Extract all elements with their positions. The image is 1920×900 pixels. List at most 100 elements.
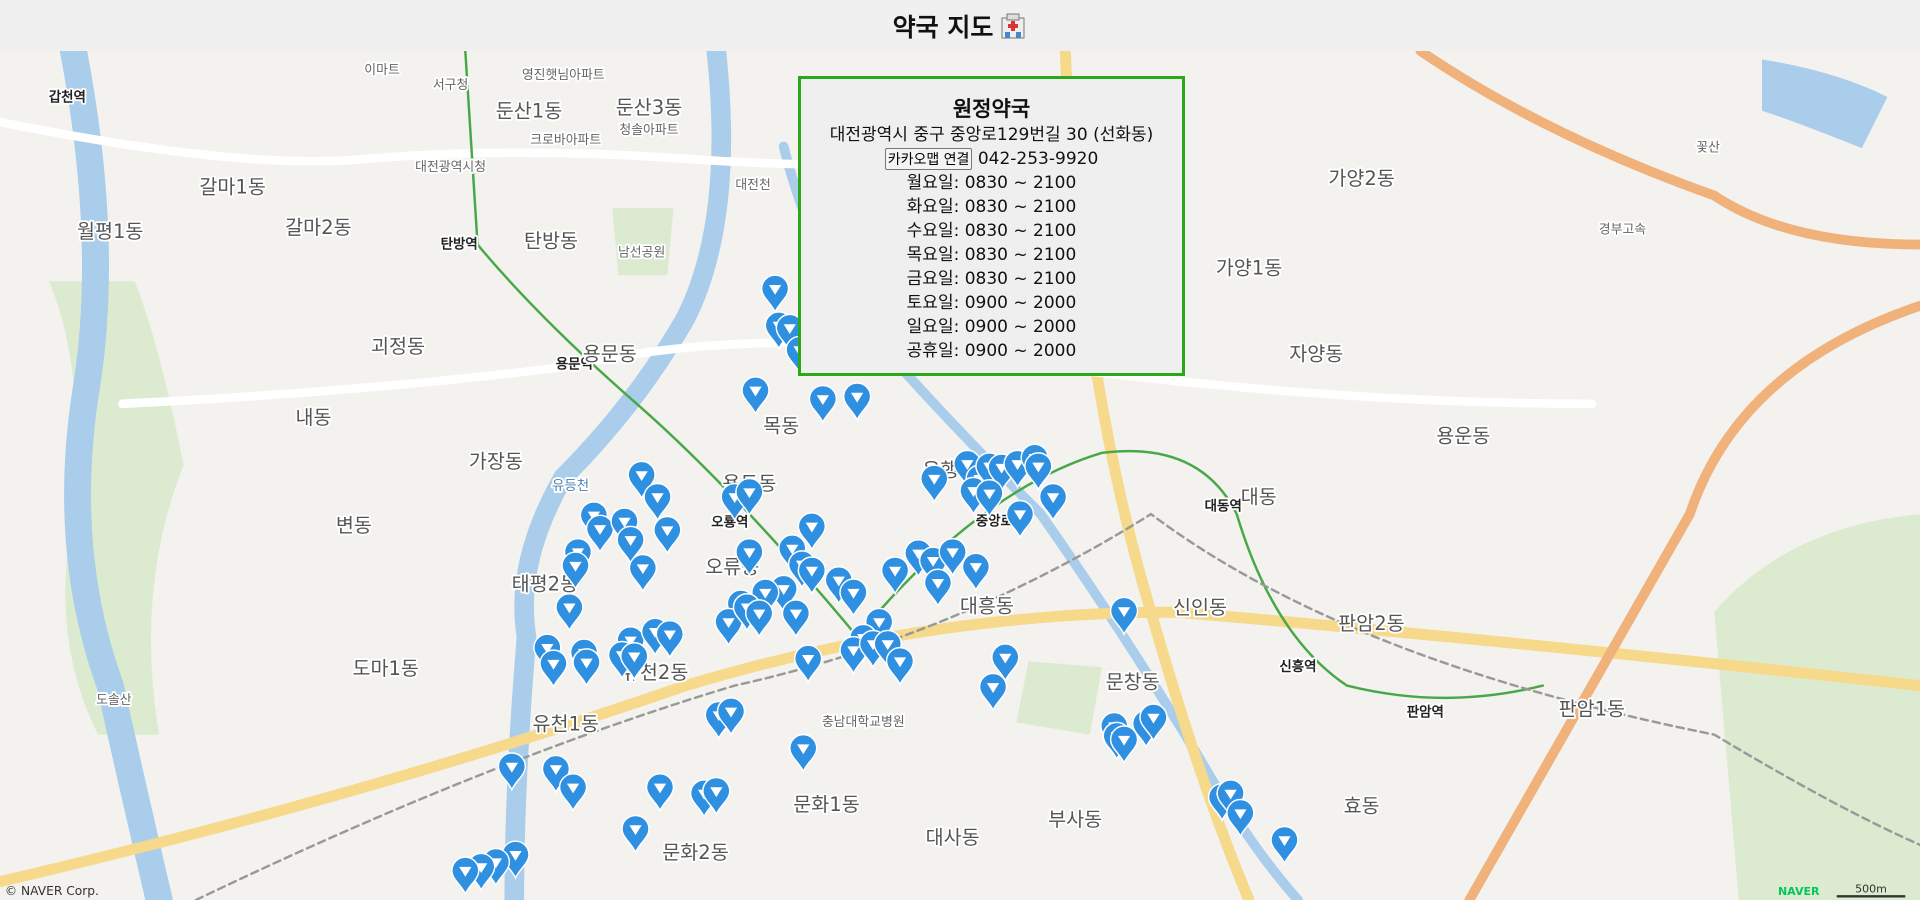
place-label: 대전광역시청 (415, 160, 486, 175)
hours-line: 일요일: 0900 ~ 2000 (906, 317, 1077, 337)
place-label: 갑천역 (49, 89, 86, 106)
marker-glyph (1013, 510, 1027, 521)
marker-glyph (509, 850, 522, 861)
place-label: 목동 (763, 415, 799, 438)
pharmacy-marker[interactable] (735, 537, 764, 578)
place-label: 갈마2동 (285, 216, 351, 239)
pharmacy-marker[interactable] (585, 514, 615, 554)
marker-glyph (547, 659, 560, 670)
pharmacy-marker[interactable] (1109, 725, 1139, 765)
place-label: 남선공원 (618, 246, 665, 261)
pharmacy-marker[interactable] (797, 512, 827, 552)
pharmacy-marker[interactable] (975, 479, 1004, 519)
pharmacy-marker[interactable] (1270, 825, 1299, 866)
pharmacy-marker[interactable] (655, 619, 685, 660)
place-label: 도마1동 (352, 657, 418, 680)
pharmacy-marker[interactable] (808, 384, 838, 425)
pharmacy-marker[interactable] (885, 646, 915, 687)
marker-glyph (1147, 713, 1160, 724)
naver-logo: NAVER (1778, 885, 1820, 898)
place-label: 신인동 (1173, 596, 1227, 619)
pharmacy-marker[interactable] (539, 649, 568, 689)
pharmacy-marker[interactable] (923, 568, 953, 608)
place-label: 판암1동 (1559, 698, 1625, 721)
place-label: 변동 (336, 514, 372, 537)
marker-glyph (888, 566, 902, 577)
pharmacy-marker[interactable] (653, 515, 682, 556)
marker-glyph (753, 609, 766, 620)
pharmacy-marker[interactable] (938, 537, 967, 578)
pharmacy-marker[interactable] (880, 556, 910, 596)
attribution: © NAVER Corp. (5, 884, 99, 898)
pharmacy-marker[interactable] (920, 464, 949, 504)
pharmacy-marker[interactable] (621, 814, 650, 855)
pharmacy-marker[interactable] (572, 648, 601, 688)
marker-glyph (802, 654, 815, 665)
pharmacy-marker[interactable] (1109, 596, 1139, 637)
pharmacy-marker[interactable] (555, 592, 584, 633)
pharmacy-marker[interactable] (744, 599, 774, 639)
pharmacy-marker[interactable] (627, 460, 656, 501)
pharmacy-marker[interactable] (643, 482, 672, 523)
marker-glyph (566, 783, 580, 794)
marker-glyph (505, 762, 518, 773)
pharmacy-marker[interactable] (978, 672, 1008, 712)
pharmacy-marker[interactable] (714, 607, 743, 648)
pharmacy-marker[interactable] (1038, 482, 1068, 523)
marker-glyph (928, 474, 941, 485)
pharmacy-marker[interactable] (789, 733, 818, 774)
pharmacy-marker[interactable] (620, 641, 649, 682)
pharmacy-marker[interactable] (961, 552, 991, 592)
marker-glyph (851, 392, 864, 403)
pharmacy-marker[interactable] (628, 553, 658, 594)
marker-glyph (749, 386, 762, 397)
marker-glyph (1117, 607, 1131, 617)
place-label: 유천1동 (532, 712, 598, 735)
marker-glyph (563, 603, 576, 614)
hours-line: 토요일: 0900 ~ 2000 (906, 293, 1077, 313)
place-label: 가양2동 (1328, 167, 1394, 190)
marker-glyph (628, 652, 641, 663)
place-label: 영진햇님아파트 (522, 67, 605, 83)
pharmacy-marker[interactable] (702, 776, 731, 817)
place-label: 충남대학교병원 (822, 715, 905, 730)
pharmacy-marker[interactable] (497, 752, 527, 792)
place-label: 탄방역 (441, 236, 478, 253)
pharmacy-marker[interactable] (558, 773, 588, 813)
pharmacy-marker[interactable] (451, 856, 480, 896)
marker-glyph (1011, 460, 1024, 470)
marker-glyph (1032, 462, 1045, 473)
pharmacy-marker[interactable] (1024, 452, 1053, 492)
pharmacy-marker[interactable] (793, 644, 823, 684)
place-label: 대동역 (1205, 498, 1242, 515)
pharmacy-marker[interactable] (616, 525, 645, 565)
place-label: 청솔아파트 (619, 123, 678, 138)
pharmacy-marker[interactable] (781, 599, 811, 639)
hours-line: 목요일: 0830 ~ 2100 (906, 245, 1077, 265)
kakaomap-button[interactable]: 카카오맵 연결 (884, 148, 973, 170)
place-label: 문화2동 (662, 841, 728, 864)
marker-glyph (1224, 789, 1237, 800)
pharmacy-marker[interactable] (716, 697, 746, 737)
place-label: 괴정동 (371, 335, 425, 358)
pharmacy-marker[interactable] (760, 274, 790, 314)
pharmacy-marker[interactable] (735, 477, 764, 518)
pharmacy-marker[interactable] (645, 773, 675, 813)
place-label: 문창동 (1106, 671, 1160, 694)
place-label: 꽃산 (1696, 140, 1720, 155)
pharmacy-marker[interactable] (1005, 499, 1035, 540)
pharmacy-marker[interactable] (741, 376, 770, 416)
pharmacy-marker[interactable] (991, 643, 1020, 683)
pharmacy-marker[interactable] (1226, 798, 1255, 839)
marker-glyph (926, 556, 940, 567)
pharmacy-marker[interactable] (561, 551, 590, 591)
pharmacy-marker[interactable] (842, 382, 872, 422)
place-label: 서구청 (433, 78, 468, 93)
pharmacy-marker[interactable] (839, 578, 868, 618)
marker-glyph (1117, 735, 1131, 746)
pharmacy-marker[interactable] (1139, 703, 1168, 743)
pharmacy-marker[interactable] (797, 556, 827, 596)
pharmacy-icon (1001, 13, 1025, 38)
marker-glyph (724, 707, 738, 718)
marker-glyph (580, 658, 593, 669)
